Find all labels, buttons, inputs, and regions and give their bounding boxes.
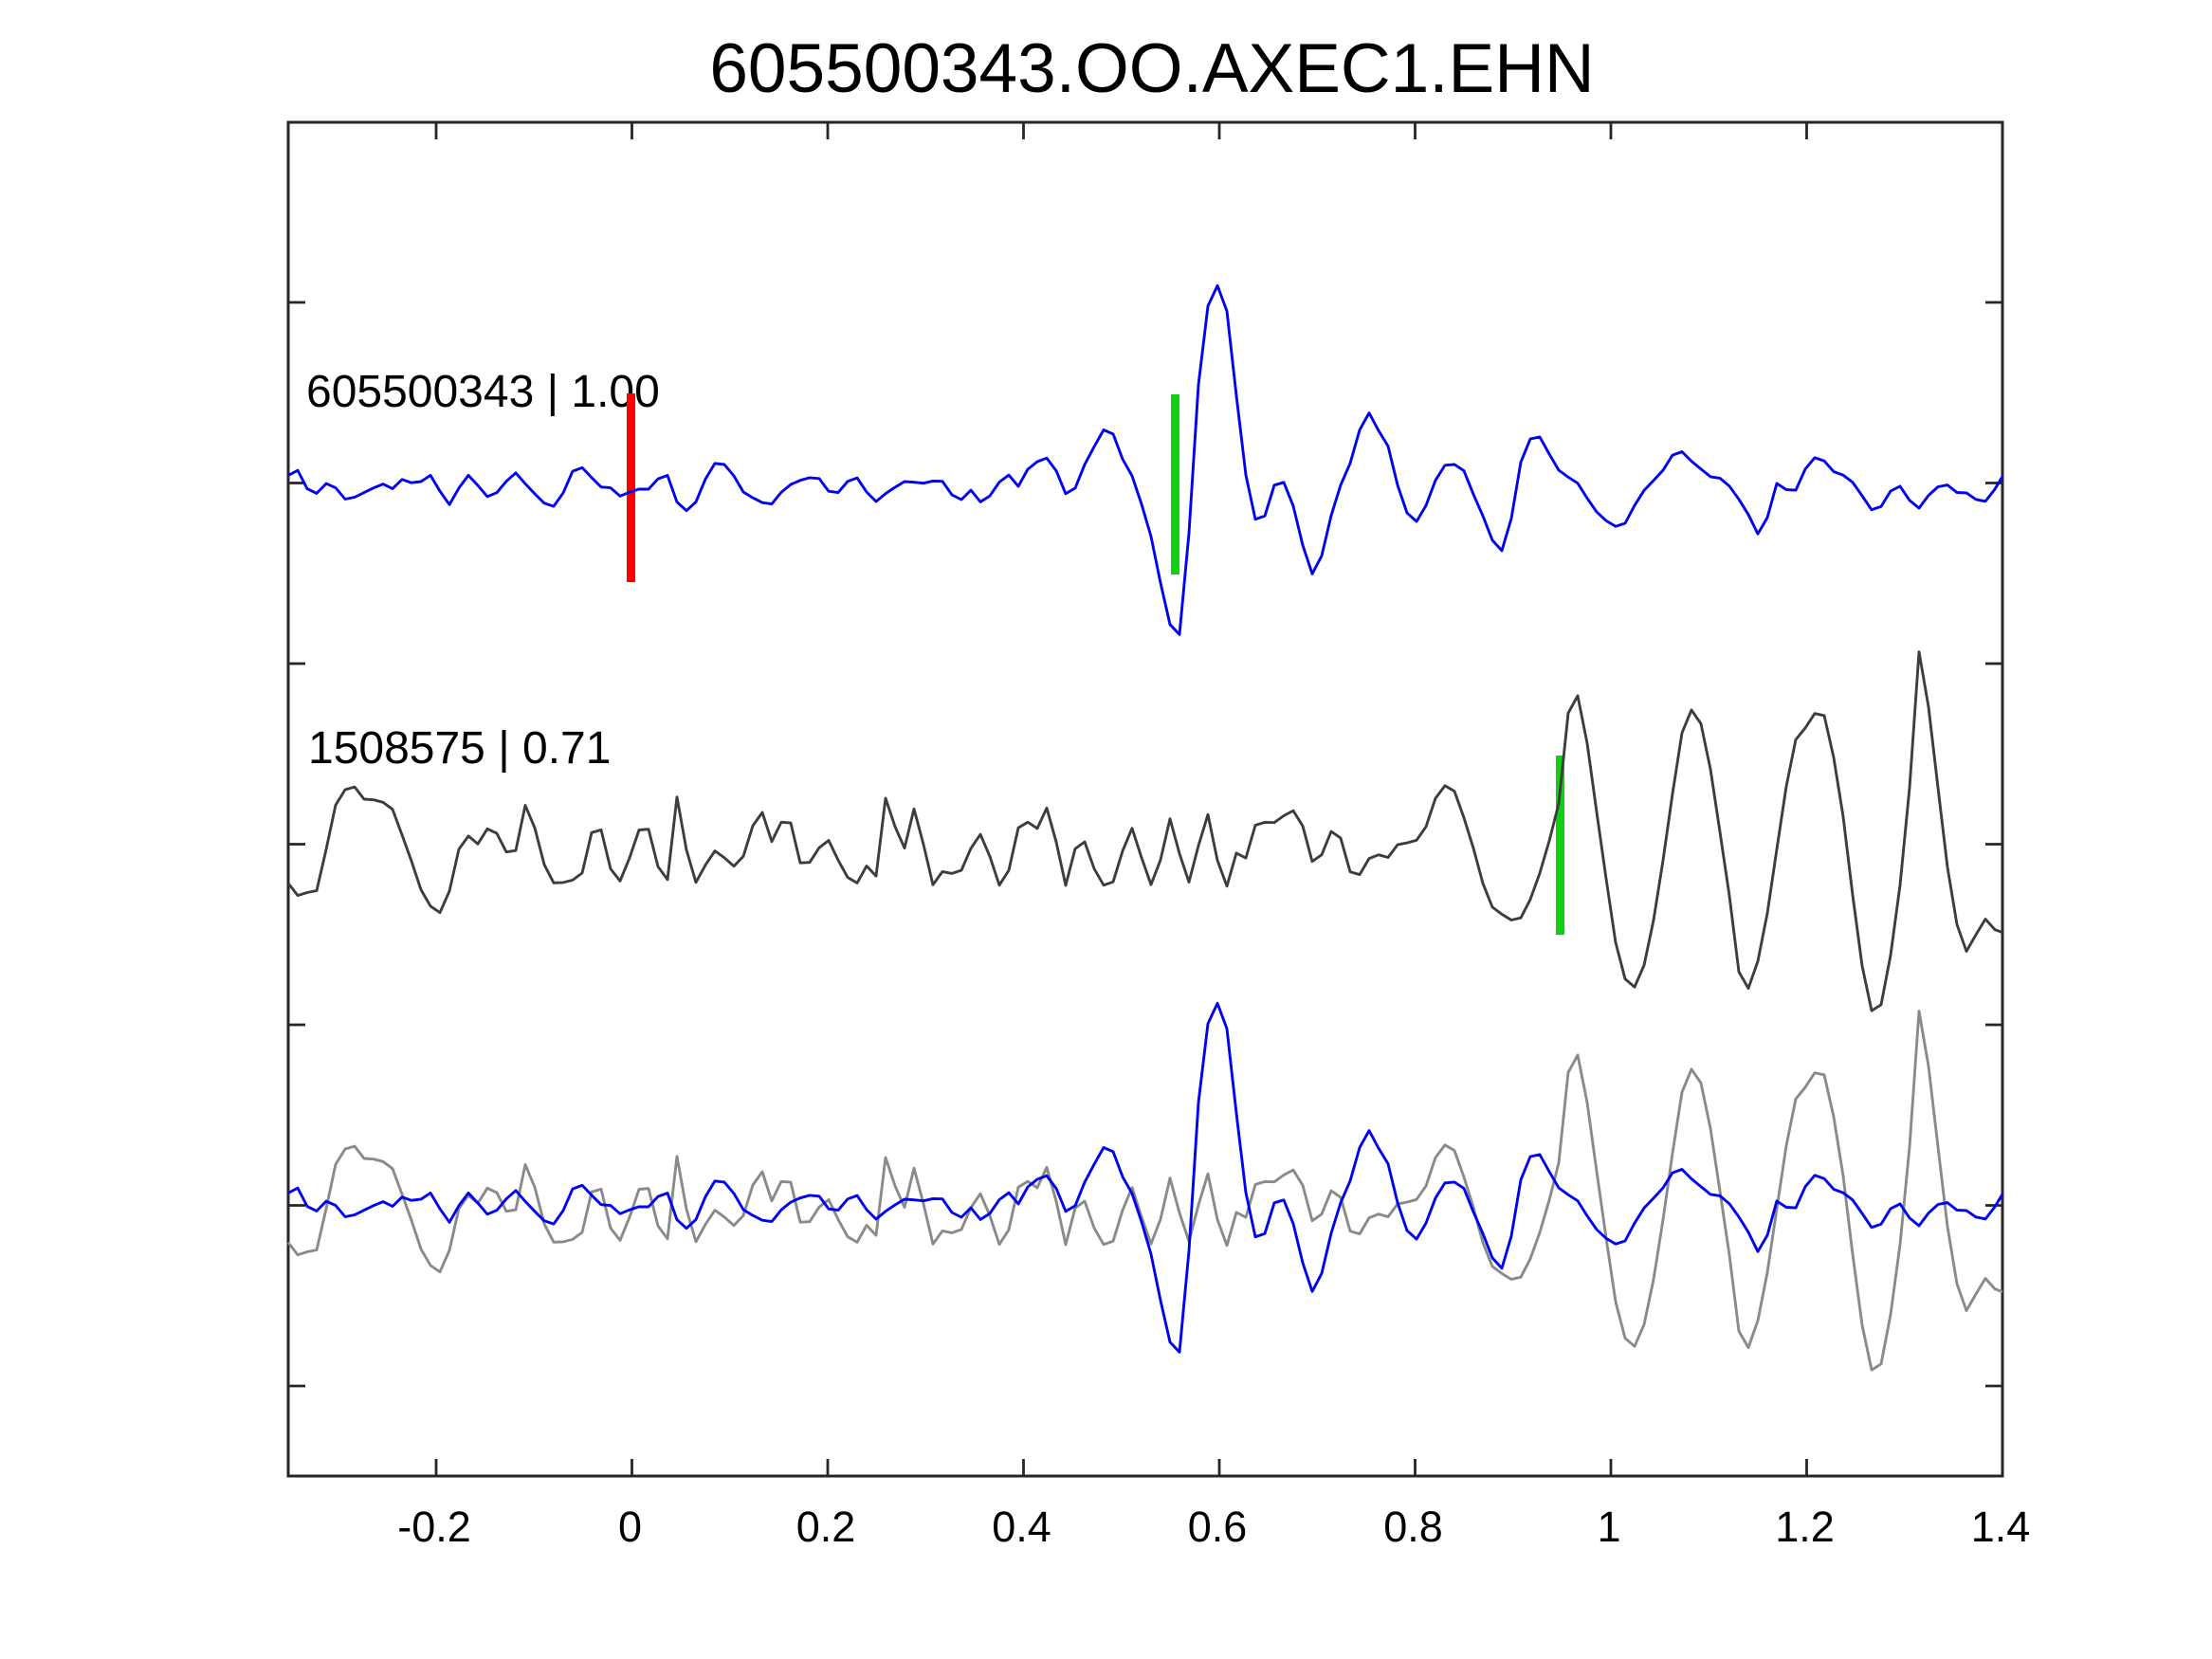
svg-text:605500343.OO.AXEC1.EHN: 605500343.OO.AXEC1.EHN	[709, 30, 1594, 107]
svg-text:-0.2: -0.2	[397, 1503, 471, 1551]
svg-text:1.4: 1.4	[1971, 1503, 2031, 1551]
svg-text:0.6: 0.6	[1188, 1503, 1248, 1551]
svg-text:0: 0	[618, 1503, 642, 1551]
svg-text:1: 1	[1597, 1503, 1620, 1551]
svg-text:605500343 | 1.00: 605500343 | 1.00	[306, 367, 660, 417]
svg-text:0.2: 0.2	[796, 1503, 856, 1551]
svg-text:1508575 | 0.71: 1508575 | 0.71	[308, 723, 611, 774]
svg-text:0.4: 0.4	[992, 1503, 1051, 1551]
svg-text:1.2: 1.2	[1775, 1503, 1835, 1551]
svg-text:0.8: 0.8	[1383, 1503, 1443, 1551]
